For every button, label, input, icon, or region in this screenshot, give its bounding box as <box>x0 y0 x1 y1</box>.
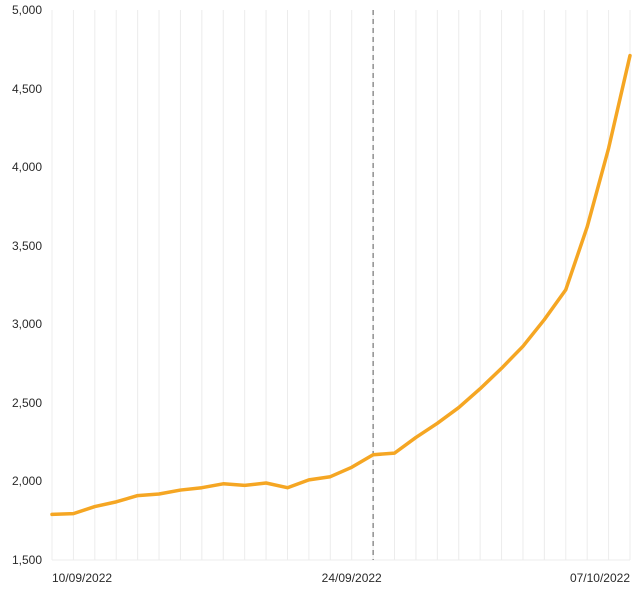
y-tick-label: 5,000 <box>12 4 42 16</box>
x-tick-label: 10/09/2022 <box>52 572 112 584</box>
y-tick-label: 4,000 <box>12 161 42 173</box>
y-tick-label: 1,500 <box>12 554 42 566</box>
y-tick-label: 2,000 <box>12 475 42 487</box>
chart-svg <box>0 0 640 596</box>
x-tick-label: 24/09/2022 <box>322 572 382 584</box>
y-tick-label: 2,500 <box>12 397 42 409</box>
line-chart: 1,500 2,000 2,500 3,000 3,500 4,000 4,500 5,000… <box>0 0 640 596</box>
y-tick-label: 3,000 <box>12 318 42 330</box>
x-tick-label: 07/10/2022 <box>570 572 630 584</box>
y-tick-label: 3,500 <box>12 240 42 252</box>
y-tick-label: 4,500 <box>12 83 42 95</box>
